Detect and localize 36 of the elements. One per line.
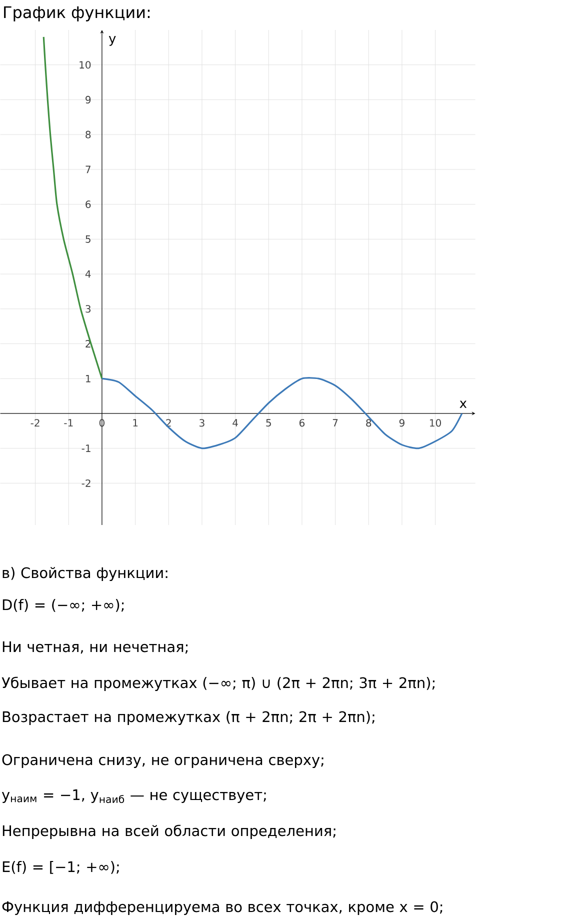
y-tick-label: 10 (80, 61, 90, 69)
chart-title: График функции: (4, 6, 150, 22)
y-tick-label: 7 (86, 166, 90, 174)
y-tick-label: 8 (85, 130, 90, 138)
x-tick-label: 6 (299, 419, 304, 427)
text: Непрерывна на всей области определения; (2, 824, 336, 839)
text: Возрастает на промежутках (π + 2πn; 2π + 2πn); (2, 710, 374, 725)
y-tick-label: -2 (82, 479, 90, 487)
y-tick-label: 9 (85, 96, 90, 104)
y-tick-label: 1 (86, 374, 90, 382)
x-tick-label: -1 (64, 419, 73, 426)
text: в) Свойства функции: (2, 566, 168, 582)
x-tick-label: 10 (430, 419, 441, 427)
text: y$_{наим}$ = −1, y$_{наиб}$ — не существует; (2, 789, 266, 804)
x-tick-label: -2 (30, 419, 40, 427)
y-tick-label: 4 (85, 270, 91, 278)
text: D(f) = (−∞; +∞); (2, 598, 124, 612)
y-tick-label: 2 (86, 340, 90, 348)
x-tick-label: 1 (133, 419, 138, 426)
text: Убывает на промежутках (−∞; π) ∪ (2π + 2πn; 3π + 2πn); (2, 676, 434, 692)
y-tick-label: 5 (86, 235, 90, 243)
text: E(f) = [−1; +∞); (2, 860, 119, 874)
x-tick-label: 9 (399, 419, 404, 427)
x-tick-label: 7 (332, 419, 338, 426)
y-tick-label: 3 (86, 305, 90, 313)
x-axis-title: x (460, 400, 466, 408)
text: Ни четная, ни нечетная; (2, 641, 188, 654)
x-tick-label: 3 (199, 419, 204, 427)
x-tick-label: 5 (266, 419, 271, 427)
y-tick-label: 6 (86, 200, 91, 208)
text: Функция дифференцируема во всех точках, кроме x = 0; (2, 901, 442, 915)
y-axis-title: y (108, 36, 116, 46)
y-tick-label: -1 (82, 444, 90, 452)
text: Ограничена снизу, не ограничена сверху; (2, 754, 324, 768)
x-tick-label: 8 (366, 419, 371, 427)
x-tick-label: 4 (232, 419, 238, 426)
